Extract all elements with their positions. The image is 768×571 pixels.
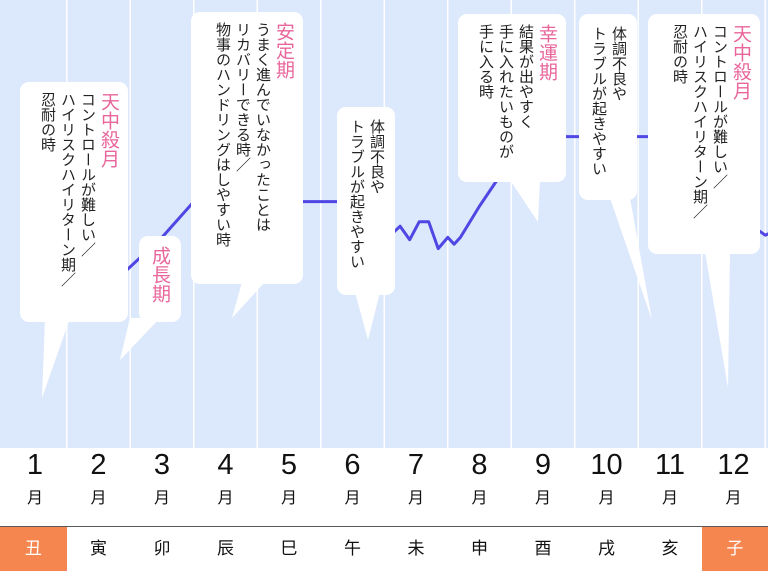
zodiac-cell: 寅 [66,527,131,571]
annotation-line: 体調不良や [368,119,386,194]
annotation-bubble-trouble-oct: 体調不良や トラブルが起きやすい [579,14,637,200]
annotation-line: ハイリスクハイリターン期／ [691,24,709,219]
month-number: 2 [90,449,107,481]
month-suffix: 月 [217,488,234,507]
annotation-line: 手に入る時 [477,24,495,99]
bubble-tail [510,180,540,222]
month-number: 3 [153,449,171,481]
annotation-line: リカバリーできる時／ [234,22,252,172]
month-number: 7 [407,449,425,481]
annotation-line: ハイリスクハイリターン期／ [59,92,77,287]
zodiac-cell: 辰 [193,527,258,571]
zodiac-cell: 戌 [574,527,639,571]
month-label: 12 月 [704,448,764,508]
annotation-bubble-stable: 安定期 うまく進んでいなかったことは リカバリーできる時／ 物事のハンドリングは… [191,12,303,284]
bubble-tail [120,318,160,360]
zodiac-cell: 卯 [130,527,194,571]
annotation-line: 物事のハンドリングはしやすい時 [214,22,232,247]
annotation-line: うまく進んでいなかったことは [254,22,272,232]
annotation-line: 手に入れたいものが [497,24,515,159]
annotation-title: 幸運期 [536,24,558,81]
annotation-line: 結果が出やすく [517,24,535,129]
zodiac-cell: 子 [701,527,768,571]
zodiac-cell: 丑 [0,527,67,571]
bubble-tail [42,318,70,398]
annotation-line: トラブルが起きやすい [590,26,608,176]
month-number: 6 [344,449,361,481]
month-number: 9 [534,449,552,481]
annotation-line: コントロールが難しい／ [711,24,729,189]
bubble-tail [232,282,265,318]
zodiac-cell: 未 [384,527,448,571]
series-line [33,135,768,286]
zodiac-cell: 酉 [511,527,575,571]
bubble-tail [610,198,652,320]
month-label: 11 月 [640,448,700,508]
zodiac-cell: 午 [320,527,385,571]
month-number: 4 [217,449,234,481]
month-number: 8 [471,449,488,481]
month-band [0,448,768,527]
month-suffix: 月 [471,488,488,507]
annotation-bubble-growth: 成長期 [139,236,181,322]
bubble-tail [705,252,730,388]
zodiac-cell: 亥 [638,527,702,571]
month-number: 5 [280,449,298,481]
annotation-bubble-lucky: 幸運期 結果が出やすく 手に入れたいものが 手に入る時 [458,14,566,182]
annotation-bubble-trouble-jun: 体調不良や トラブルが起きやすい [337,107,395,295]
month-suffix: 月 [26,488,43,507]
annotation-line: 忍耐の時 [39,92,57,152]
month-number: 1 [26,449,44,481]
annotation-title: 成長期 [149,246,171,303]
zodiac-cell: 申 [447,527,512,571]
month-suffix: 月 [153,488,170,507]
annotation-title: 天中殺月 [98,92,120,168]
annotation-title: 天中殺月 [730,24,752,100]
month-suffix: 月 [534,488,551,507]
month-number: 12 [717,449,750,481]
annotation-line: 忍耐の時 [671,24,689,84]
annotation-bubble-tenchusatsu-dec: 天中殺月 コントロールが難しい／ ハイリスクハイリターン期／ 忍耐の時 [648,14,760,254]
month-suffix: 月 [344,488,361,507]
month-number: 10 [590,449,623,481]
month-suffix: 月 [661,488,678,507]
annotation-bubble-tenchusatsu-jan: 天中殺月 コントロールが難しい／ ハイリスクハイリターン期／ 忍耐の時 [20,82,128,322]
month-label: 10 月 [577,448,637,508]
month-number: 11 [654,449,686,481]
month-suffix: 月 [725,488,742,507]
month-suffix: 月 [90,488,107,507]
annotation-title: 安定期 [273,22,295,79]
zodiac-cell: 巳 [257,527,321,571]
month-suffix: 月 [598,488,615,507]
month-suffix: 月 [280,488,297,507]
annotation-line: コントロールが難しい／ [79,92,97,257]
bubble-tail [355,292,380,340]
month-suffix: 月 [407,488,424,507]
annotation-line: 体調不良や [610,26,628,101]
annotation-line: トラブルが起きやすい [348,119,366,269]
